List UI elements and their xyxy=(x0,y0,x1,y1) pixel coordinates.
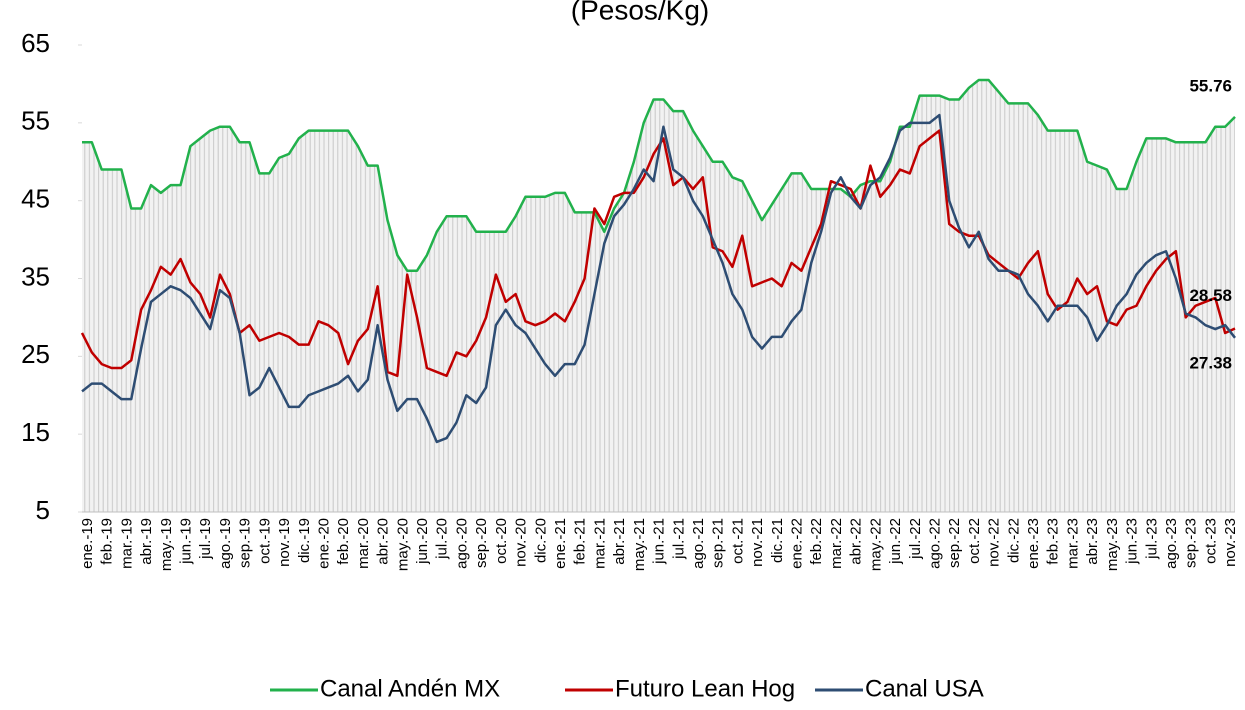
x-tick-label: jun.-20 xyxy=(414,518,431,565)
x-tick-label: dic.-19 xyxy=(296,518,313,563)
value-label: 55.76 xyxy=(1189,76,1232,95)
x-tick-label: feb.-23 xyxy=(1045,518,1062,565)
x-tick-label: jun.-22 xyxy=(887,518,904,565)
x-tick-label: abr.-23 xyxy=(1084,518,1101,565)
x-tick-label: oct.-23 xyxy=(1202,518,1219,564)
x-tick-label: feb.-22 xyxy=(808,518,825,565)
x-tick-label: ago.-23 xyxy=(1163,518,1180,569)
x-tick-label: jul.-20 xyxy=(434,518,451,560)
x-tick-label: mar.-22 xyxy=(828,518,845,569)
y-tick-label: 25 xyxy=(21,339,50,369)
x-tick-label: dic.-20 xyxy=(532,518,549,563)
x-tick-label: jul.-19 xyxy=(197,518,214,560)
x-tick-label: sep.-23 xyxy=(1183,518,1200,568)
line xyxy=(80,129,1236,378)
x-tick-label: may.-23 xyxy=(1104,518,1121,571)
x-tick-label: sep.-22 xyxy=(946,518,963,568)
x-tick-label: dic.-22 xyxy=(1005,518,1022,563)
x-tick-label: ene.-22 xyxy=(789,518,806,569)
x-tick-label: ene.-23 xyxy=(1025,518,1042,569)
x-tick-label: jun.-23 xyxy=(1124,518,1141,565)
x-tick-label: oct.-20 xyxy=(493,518,510,564)
x-tick-label: feb.-20 xyxy=(335,518,352,565)
x-tick-label: may.-20 xyxy=(394,518,411,571)
y-tick-label: 65 xyxy=(21,28,50,58)
x-tick-label: oct.-21 xyxy=(729,518,746,564)
x-tick-label: sep.-21 xyxy=(710,518,727,568)
x-tick-label: abr.-19 xyxy=(138,518,155,565)
line xyxy=(82,78,1236,272)
x-tick-label: jul.-22 xyxy=(907,518,924,560)
x-tick-label: ago.-21 xyxy=(690,518,707,569)
y-tick-label: 15 xyxy=(21,417,50,447)
x-tick-label: ene.-20 xyxy=(315,518,332,569)
legend-label: Canal Andén MX xyxy=(320,675,500,702)
x-tick-label: feb.-19 xyxy=(99,518,116,565)
legend-label: Canal USA xyxy=(865,675,984,702)
y-tick-label: 55 xyxy=(21,106,50,136)
y-tick-label: 5 xyxy=(36,495,50,525)
x-tick-label: nov.-22 xyxy=(986,518,1003,567)
x-tick-label: mar.-20 xyxy=(355,518,372,569)
x-tick-label: nov.-21 xyxy=(749,518,766,567)
legend: Canal Andén MX Futuro Lean Hog Canal USA xyxy=(270,675,984,702)
x-tick-label: nov.-23 xyxy=(1222,518,1239,567)
x-tick-label: may.-19 xyxy=(158,518,175,571)
x-tick-label: feb.-21 xyxy=(572,518,589,565)
x-tick-label: ago.-20 xyxy=(453,518,470,569)
x-tick-label: may.-22 xyxy=(867,518,884,571)
x-tick-label: nov.-20 xyxy=(513,518,530,567)
x-tick-label: mar.-19 xyxy=(118,518,135,569)
x-tick-label: nov.-19 xyxy=(276,518,293,567)
x-tick-label: sep.-20 xyxy=(473,518,490,568)
x-tick-label: ene.-21 xyxy=(552,518,569,569)
x-tick-label: abr.-21 xyxy=(611,518,628,565)
x-tick-label: abr.-20 xyxy=(375,518,392,565)
value-label: 27.38 xyxy=(1189,353,1232,372)
x-tick-label: jul.-23 xyxy=(1143,518,1160,560)
x-tick-label: mar.-23 xyxy=(1064,518,1081,569)
x-tick-label: dic.-21 xyxy=(769,518,786,563)
x-tick-label: oct.-19 xyxy=(256,518,273,564)
x-tick-label: ago.-19 xyxy=(217,518,234,569)
x-tick-label: abr.-22 xyxy=(848,518,865,565)
x-tick-label: sep.-19 xyxy=(237,518,254,568)
x-tick-label: jun.-21 xyxy=(651,518,668,565)
legend-label: Futuro Lean Hog xyxy=(615,675,795,702)
y-tick-label: 35 xyxy=(21,261,50,291)
value-label: 28.58 xyxy=(1189,286,1232,305)
chart-title: (Pesos/Kg) xyxy=(571,0,710,25)
line xyxy=(81,113,1236,444)
x-tick-label: jul.-21 xyxy=(670,518,687,560)
x-tick-label: ago.-22 xyxy=(926,518,943,569)
x-tick-label: oct.-22 xyxy=(966,518,983,564)
x-tick-label: jun.-19 xyxy=(178,518,195,565)
x-tick-label: may.-21 xyxy=(631,518,648,571)
y-tick-label: 45 xyxy=(21,184,50,214)
x-tick-label: ene.-19 xyxy=(79,518,96,569)
x-tick-label: mar.-21 xyxy=(591,518,608,569)
